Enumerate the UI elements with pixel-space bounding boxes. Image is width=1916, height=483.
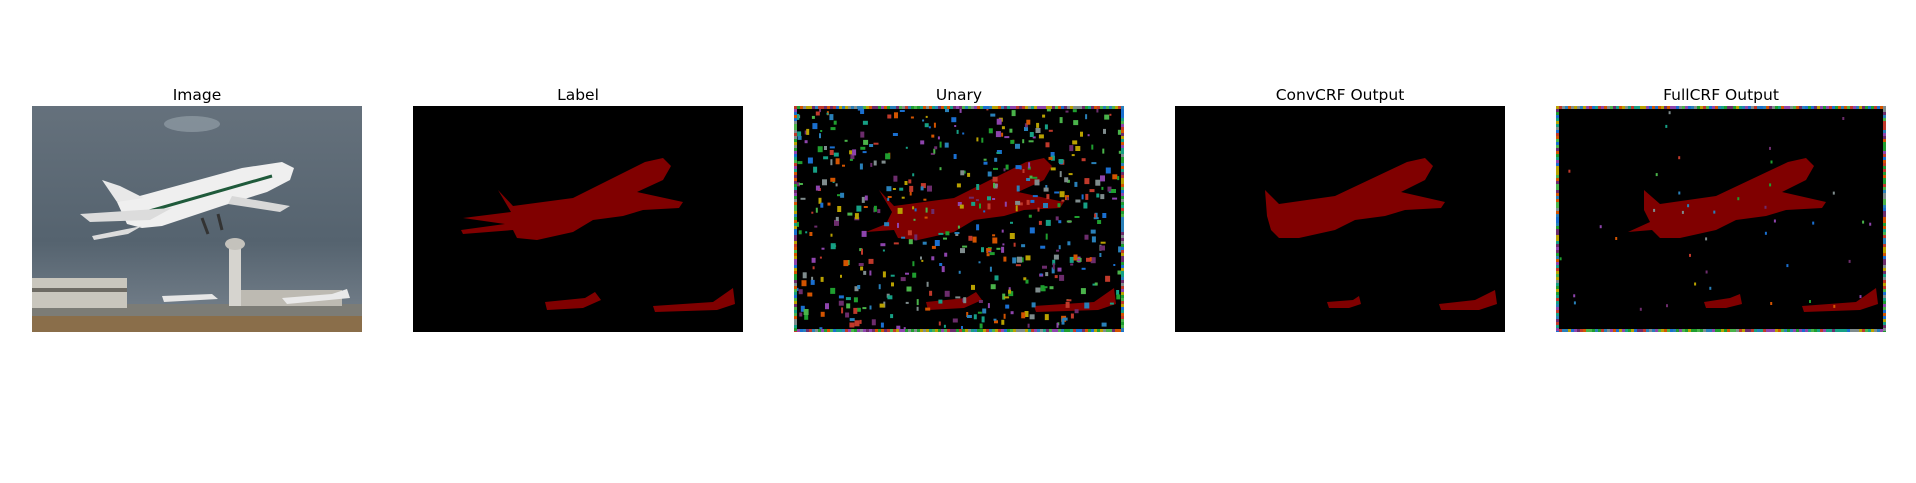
convcrf-segmentation-mask xyxy=(1175,106,1505,332)
panel-unary: Unary xyxy=(794,86,1124,332)
fullcrf-segmentation-mask xyxy=(1556,106,1886,332)
panel-title: ConvCRF Output xyxy=(1275,86,1405,104)
panel-image: Image xyxy=(32,86,362,332)
label-segmentation-mask xyxy=(413,106,743,332)
unary-segmentation-mask xyxy=(794,106,1124,332)
panel-convcrf-output: ConvCRF Output xyxy=(1175,86,1505,332)
panel-title: FullCRF Output xyxy=(1663,86,1779,104)
panel-title: Image xyxy=(172,86,222,104)
panel-title: Label xyxy=(557,86,599,104)
panel-fullcrf-output: FullCRF Output xyxy=(1556,86,1886,332)
panel-label: Label xyxy=(413,86,743,332)
photo-airplane-takeoff xyxy=(32,106,362,332)
panel-title: Unary xyxy=(935,86,983,104)
